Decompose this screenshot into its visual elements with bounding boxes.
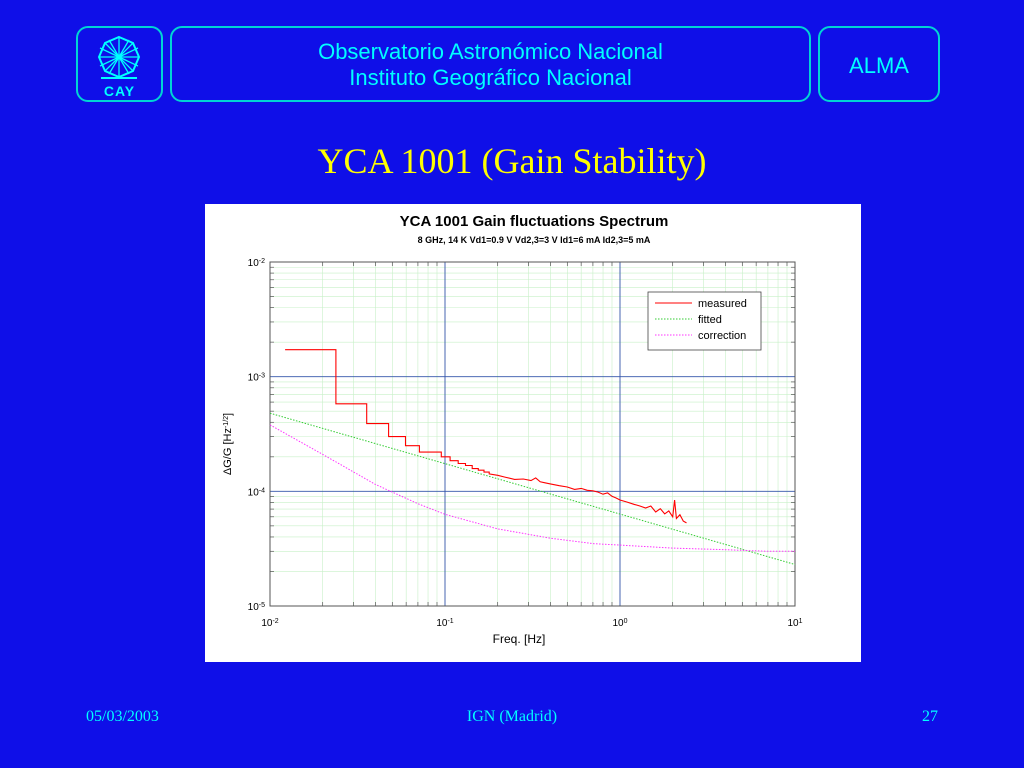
organization-line-2: Instituto Geográfico Nacional	[349, 65, 632, 90]
series-layer	[269, 349, 796, 565]
organization-box: Observatorio Astronómico Nacional Instit…	[170, 26, 811, 102]
footer-page-number: 27	[922, 708, 938, 725]
gain-spectrum-chart: YCA 1001 Gain fluctuations Spectrum 8 GH…	[222, 213, 803, 646]
y-axis-label-main: ΔG/G [Hz	[222, 428, 234, 475]
y-tick-label: 10-3	[248, 372, 265, 384]
x-tick-labels: 10-2 10-1 100 101	[261, 618, 802, 630]
organization-line-1: Observatorio Astronómico Nacional	[318, 39, 663, 64]
chart-panel: YCA 1001 Gain fluctuations Spectrum 8 GH…	[205, 204, 861, 662]
slide-title: YCA 1001 (Gain Stability)	[317, 141, 707, 181]
y-tick-label: 10-2	[248, 258, 265, 270]
logo-text: CAY	[103, 83, 136, 99]
footer-place: IGN (Madrid)	[466, 708, 558, 725]
x-tick-label: 100	[612, 618, 627, 630]
legend-box	[647, 291, 762, 351]
plot-frame	[269, 261, 796, 607]
x-axis-label: Freq. [Hz]	[493, 632, 546, 646]
x-tick-label: 10-2	[261, 618, 278, 630]
chart-subtitle: 8 GHz, 14 K Vd1=0.9 V Vd2,3=3 V Id1=6 mA…	[418, 235, 651, 245]
x-tick-label: 101	[787, 618, 802, 630]
cay-logo-icon	[97, 35, 141, 79]
chart-title: YCA 1001 Gain fluctuations Spectrum	[400, 213, 669, 230]
legend-label-fitted: fitted	[698, 314, 722, 326]
legend-label-correction: correction	[698, 330, 746, 342]
logo-box: CAY	[76, 26, 163, 102]
y-tick-label: 10-5	[248, 602, 265, 614]
y-axis-label: ΔG/G [Hz-1/2]	[222, 413, 234, 475]
legend-label-measured: measured	[698, 298, 747, 310]
x-tick-label: 10-1	[436, 618, 453, 630]
alma-label: ALMA	[849, 53, 909, 78]
series-correction-line	[269, 424, 795, 552]
minor-gridlines	[270, 262, 795, 606]
y-tick-label: 10-4	[248, 487, 265, 499]
chart-legend: measured fitted correction	[647, 291, 762, 351]
y-axis-label-close: ]	[222, 413, 234, 416]
alma-box: ALMA	[818, 26, 940, 102]
y-tick-labels: 10-2 10-3 10-4 10-5	[248, 258, 265, 614]
footer-date: 05/03/2003	[86, 708, 159, 725]
y-axis-label-sup: -1/2	[223, 416, 230, 428]
series-measured-line	[285, 349, 687, 524]
series-fitted-line	[269, 412, 796, 565]
